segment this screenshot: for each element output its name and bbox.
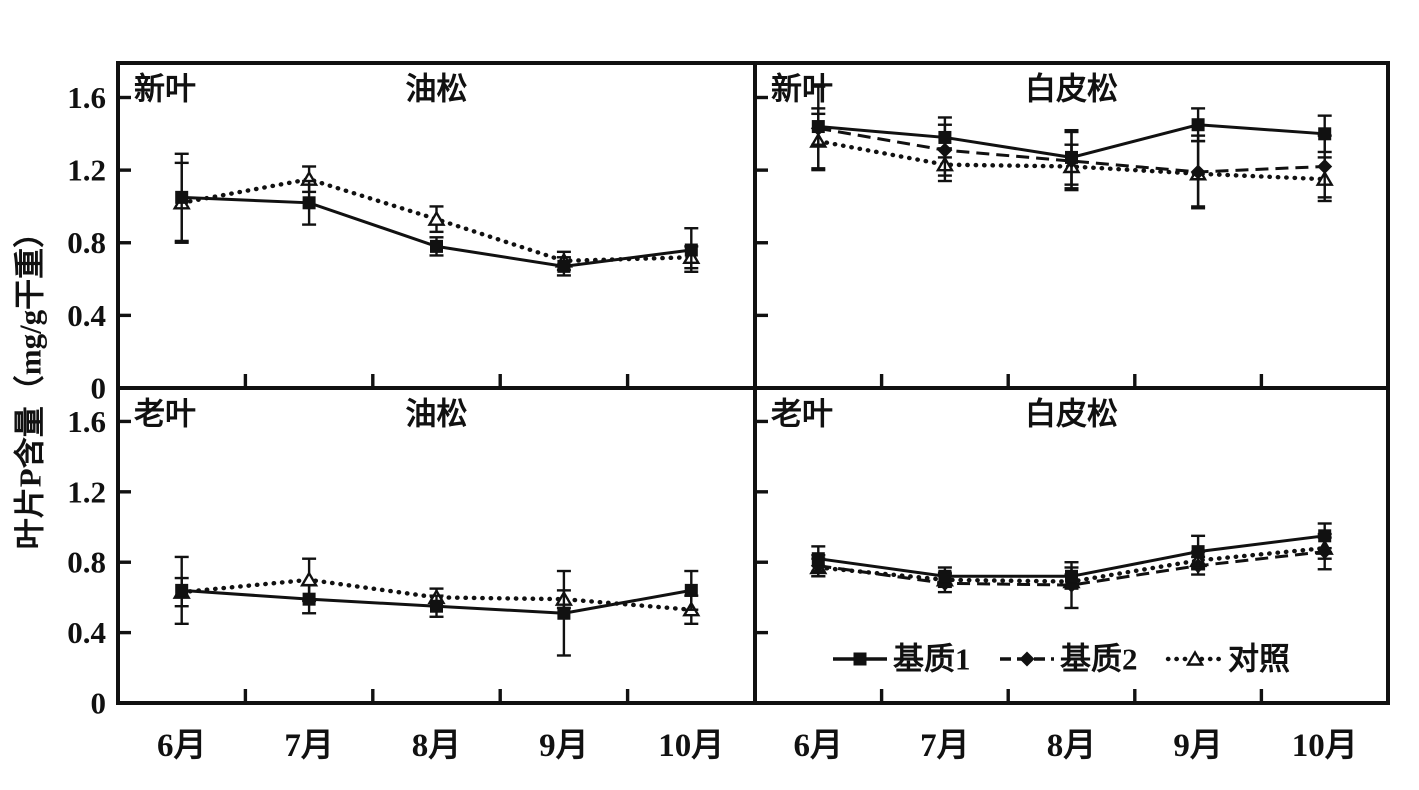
y-tick-label: 1.2 — [67, 153, 106, 188]
x-month-label: 9月 — [539, 728, 589, 764]
series-line-control — [816, 138, 1327, 182]
x-month-label: 10月 — [1292, 728, 1358, 764]
marker-diamond-substrate-2 — [1317, 158, 1333, 174]
marker-square-substrate-1 — [302, 592, 316, 606]
panel-corner-label: 新叶 — [771, 72, 833, 107]
y-tick-label: 0.8 — [67, 225, 106, 260]
marker-square-substrate-1 — [430, 599, 443, 613]
marker-square-substrate-1 — [557, 606, 571, 620]
marker-square-substrate-1 — [938, 130, 952, 144]
marker-square-substrate-1 — [302, 196, 316, 210]
marker-square-substrate-1 — [175, 583, 189, 597]
panel-border-3 — [753, 386, 1390, 705]
x-month-label: 8月 — [1047, 728, 1097, 764]
marker-square-substrate-1 — [1318, 529, 1332, 543]
y-tick-label: 0 — [91, 686, 107, 721]
panel-title: 油松 — [406, 72, 468, 107]
x-month-label: 6月 — [157, 728, 207, 764]
legend-label-control: 对照 — [1228, 642, 1290, 677]
marker-triangle-control-legend — [1185, 650, 1205, 666]
marker-diamond-substrate-2 — [1190, 164, 1206, 180]
y-axis-title: 叶片P含量（mg/g干重） — [13, 217, 48, 549]
x-month-label: 6月 — [794, 728, 844, 764]
series-line-control — [179, 577, 694, 612]
x-month-label: 10月 — [658, 728, 724, 764]
marker-square-substrate-1 — [684, 243, 698, 257]
legend-label-substrate-1: 基质1 — [893, 642, 971, 677]
series-line-substrate-2 — [818, 126, 1325, 174]
panel-corner-label: 老叶 — [134, 397, 196, 432]
marker-square-substrate-1 — [557, 259, 571, 273]
panel-title: 油松 — [406, 397, 468, 432]
marker-square-substrate-1 — [811, 120, 825, 134]
y-tick-label: 0.4 — [67, 615, 106, 650]
y-tick-label: 1.6 — [67, 80, 106, 115]
marker-square-substrate-1 — [175, 190, 189, 204]
marker-square-substrate-1 — [1191, 118, 1205, 132]
marker-triangle-control — [427, 210, 446, 226]
marker-square-substrate-1 — [811, 552, 825, 566]
marker-square-substrate-1 — [430, 239, 443, 253]
marker-square-substrate-1 — [1065, 150, 1078, 164]
marker-square-substrate-1 — [1318, 127, 1332, 141]
y-tick-label: 0.4 — [67, 298, 106, 333]
panel-title: 白皮松 — [1025, 72, 1118, 107]
panel-title: 白皮松 — [1025, 397, 1118, 432]
marker-diamond-substrate-2-legend — [1019, 651, 1035, 667]
series-line-substrate-2 — [818, 550, 1325, 587]
marker-square-substrate-1 — [938, 569, 952, 583]
x-month-label: 7月 — [284, 728, 334, 764]
series-line-control — [179, 176, 694, 264]
x-month-label: 7月 — [920, 728, 970, 764]
y-tick-label: 0 — [91, 371, 107, 406]
y-tick-label: 1.6 — [67, 404, 106, 439]
x-month-label: 9月 — [1173, 728, 1223, 764]
panel-border-2 — [116, 386, 757, 705]
panel-corner-label: 新叶 — [134, 72, 196, 107]
panel-border-1 — [753, 61, 1390, 390]
y-tick-label: 1.2 — [67, 474, 106, 509]
y-tick-label: 0.8 — [67, 545, 106, 580]
x-month-label: 8月 — [412, 728, 462, 764]
marker-square-substrate-1 — [1191, 545, 1205, 559]
marker-square-substrate-1-legend — [853, 652, 867, 666]
marker-square-substrate-1 — [1065, 569, 1078, 583]
panel-corner-label: 老叶 — [771, 397, 833, 432]
legend-label-substrate-2: 基质2 — [1060, 642, 1138, 677]
marker-square-substrate-1 — [684, 583, 698, 597]
